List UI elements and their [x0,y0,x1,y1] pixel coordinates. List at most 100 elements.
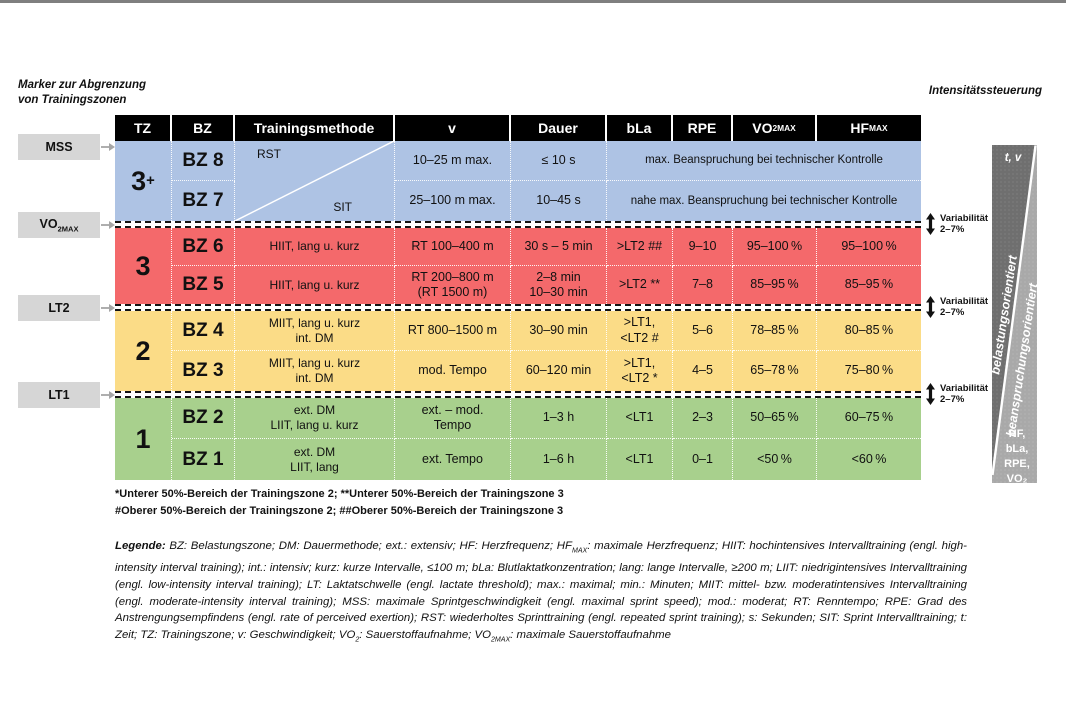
arrow-right-icon [101,304,115,312]
diagonal-divider [235,141,394,221]
tz-cell-1: 1 [115,398,172,480]
header-bla: bLa [607,115,673,141]
bz1-hfmax: <60 % [851,451,887,466]
methode-cell-rst-sit: RST SIT [235,141,395,221]
zone-3plus: 3 + BZ 8 RST SIT 10–25 m max. ≤ 10 s max.… [115,141,921,221]
bz5-methode: HIIT, lang u. kurz [235,266,395,304]
variability-label-lt2: Variabilität 2–7% [926,295,988,319]
bz4-rpe: 5–6 [673,311,733,351]
marker-mss-label: MSS [45,140,73,154]
bz1-methode: ext. DM LIIT, lang [235,439,395,480]
marker-vo2max: VO2MAX [18,212,100,238]
footnotes: *Unterer 50%-Bereich der Trainingszone 2… [115,486,564,520]
variability-value: 2–7% [940,224,965,235]
bz2-dauer: 1–3 h [511,398,607,439]
bz4-vo2max: 78–85 % [733,311,817,351]
variability-word: Variabilität [940,382,989,394]
bz4-dauer: 30–90 min [511,311,607,351]
marker-lt2-label: LT2 [48,301,70,315]
bz4-hfmax: 80–85 % [817,311,921,351]
intensity-caption: Intensitätssteuerung [928,85,1042,97]
methode-sit-label: SIT [333,200,352,215]
legend-text: BZ: Belastungszone; DM: Dauermethode; ex… [115,540,967,644]
variability-label-lt1: Variabilität 2–7% [926,382,988,406]
bz4-label: BZ 4 [172,311,235,351]
bar-top-label: t, v [1005,152,1022,164]
zone-2: 2 BZ 4 MIIT, lang u. kurz int. DM RT 800… [115,311,921,391]
tz-cell-2: 2 [115,311,172,391]
arrow-right-icon [101,143,115,151]
bz4-methode: MIIT, lang u. kurz int. DM [235,311,395,351]
bz8-beanspruchung: max. Beanspruchung bei technischer Kontr… [607,141,921,181]
bz3-hfmax: 75–80 % [844,363,894,378]
bz7-dauer: 10–45 s [511,181,607,221]
bz6-dauer: 30 s – 5 min [511,228,607,266]
marker-vo2max-label: VO2MAX [39,216,79,234]
bz3-label: BZ 3 [172,351,235,391]
footnote-line-1: *Unterer 50%-Bereich der Trainingszone 2… [115,488,564,500]
bz2-label: BZ 2 [172,398,235,439]
marker-lt2: LT2 [18,295,100,321]
header-rpe: RPE [673,115,733,141]
legend-title: Legende: [115,540,166,552]
bz3-methode: MIIT, lang u. kurz int. DM [235,351,395,391]
header-tz: TZ [115,115,172,141]
legend-paragraph: Legende: BZ: Belastungszone; DM: Dauerme… [115,538,967,649]
bz2-rpe: 2–3 [673,398,733,439]
bz2-vo2max: 50–65 % [733,398,817,439]
bz5-hfmax: 85–95 % [844,277,894,292]
variability-word: Variabilität [940,212,989,224]
header-dauer: Dauer [511,115,607,141]
bz6-vo2max: 95–100 % [733,228,817,266]
bz2-v: ext. – mod. Tempo [395,398,511,439]
bz6-rpe: 9–10 [673,228,733,266]
bz6-bla: >LT2 ## [607,228,673,266]
bz1-bla: <LT1 [607,439,673,480]
boundary-vo2max-line [115,221,921,228]
intensity-gradient-bar: t, v belastungsorientiert beanspruchungs… [992,145,1037,483]
bz5-vo2max: 85–95 % [733,266,817,304]
bz3-dauer: 60–120 min [511,351,607,391]
bar-bottom-line-hf: HF, [1009,428,1026,440]
bz5-v: RT 200–800 m (RT 1500 m) [395,266,511,304]
zone-3: 3 BZ 6 HIIT, lang u. kurz RT 100–400 m 3… [115,228,921,304]
bar-bottom-line-rpe: RPE, [1004,458,1030,470]
bz6-hfmax: 95–100 % [817,228,921,266]
bz3-vo2max: 65–78 % [733,351,817,391]
header-bz: BZ [172,115,235,141]
variability-value: 2–7% [940,394,965,405]
bz5-label: BZ 5 [172,266,235,304]
marker-lt1: LT1 [18,382,100,408]
bz6-v: RT 100–400 m [395,228,511,266]
bar-bottom-line-bla: bLa, [1006,443,1029,455]
tz-cell-3: 3 [115,228,172,304]
bz3-rpe: 4–5 [673,351,733,391]
arrow-right-icon [101,391,115,399]
variability-value: 2–7% [940,307,965,318]
bz2-hfmax: 60–75 % [817,398,921,439]
table-header-row: TZ BZ Trainingsmethode v Dauer bLa RPE V… [115,115,921,141]
variability-label-vo2max: Variabilität 2–7% [926,212,988,236]
bar-diagonal-divider [992,145,1037,476]
footnote-line-2: #Oberer 50%-Bereich der Trainingszone 2;… [115,505,564,517]
training-zones-table: TZ BZ Trainingsmethode v Dauer bLa RPE V… [115,115,921,480]
boundary-lt1-line [115,391,921,398]
header-vo2max: VO 2MAX [733,115,817,141]
bz3-bla: >LT1, <LT2 * [607,351,673,391]
bz1-dauer: 1–6 h [511,439,607,480]
bz1-rpe: 0–1 [673,439,733,480]
header-v: v [395,115,511,141]
window-top-edge [0,0,1066,3]
tz-cell-3plus: 3 + [115,141,172,221]
bz8-dauer: ≤ 10 s [511,141,607,181]
marker-mss: MSS [18,134,100,160]
bz5-bla: >LT2 ** [607,266,673,304]
bz5-dauer: 2–8 min 10–30 min [511,266,607,304]
methode-rst-label: RST [257,147,281,161]
zone-1: 1 BZ 2 ext. DM LIIT, lang u. kurz ext. –… [115,398,921,480]
bz4-v: RT 800–1500 m [395,311,511,351]
bz5-rpe: 7–8 [673,266,733,304]
bz7-beanspruchung: nahe max. Beanspruchung bei technischer … [630,194,898,207]
bz7-label: BZ 7 [172,181,235,221]
